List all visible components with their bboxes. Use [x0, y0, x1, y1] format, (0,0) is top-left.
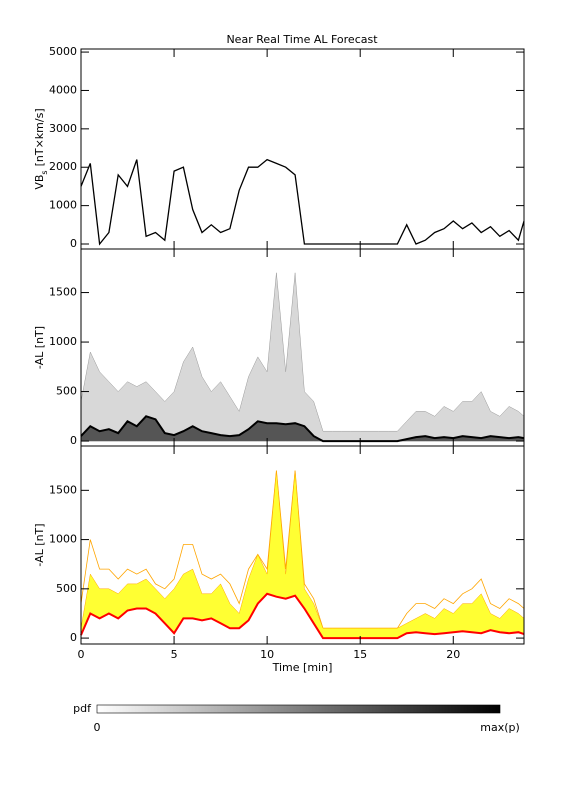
plot-frame — [80, 445, 525, 645]
y-tick-label: 4000 — [49, 83, 77, 96]
y-label-main: VB — [33, 175, 46, 190]
y-tick-label: 5000 — [49, 45, 77, 58]
y-tick-label: 1000 — [49, 533, 77, 546]
x-tick-label: 20 — [446, 648, 460, 661]
y-axis-label: -AL [nT] — [33, 523, 46, 566]
colorbar — [96, 704, 501, 714]
data-line — [80, 158, 525, 246]
colorbar-label: pdf — [73, 702, 92, 715]
x-axis-label: Time [min] — [272, 661, 333, 674]
y-axis-label: VBs [nT×km/s] — [33, 108, 49, 189]
y-tick-label: 2000 — [49, 160, 77, 173]
x-tick-label: 10 — [260, 648, 274, 661]
y-tick-label: 1500 — [49, 483, 77, 496]
y-tick-label: 1500 — [49, 286, 77, 299]
y-tick-label: 500 — [56, 582, 77, 595]
y-label-unit: [nT×km/s] — [33, 108, 46, 166]
y-tick-label: 3000 — [49, 122, 77, 135]
median-line — [80, 592, 525, 640]
y-tick-label: 0 — [70, 631, 77, 644]
y-tick-label: 500 — [56, 385, 77, 398]
y-label-sub: s — [40, 170, 49, 174]
colorbar-min: 0 — [94, 721, 101, 734]
x-tick-label: 15 — [353, 648, 367, 661]
y-axis-label: -AL [nT] — [33, 326, 46, 369]
density-core — [81, 416, 524, 442]
y-tick-label: 1000 — [49, 199, 77, 212]
y-tick-label: 1000 — [49, 335, 77, 348]
colorbar-max: max(p) — [480, 721, 520, 734]
y-tick-label: 0 — [70, 237, 77, 250]
chart-title: Near Real Time AL Forecast — [226, 33, 378, 46]
max-line — [80, 470, 525, 629]
x-tick-label: 0 — [78, 648, 85, 661]
y-tick-label: 0 — [70, 434, 77, 447]
x-tick-label: 5 — [171, 648, 178, 661]
